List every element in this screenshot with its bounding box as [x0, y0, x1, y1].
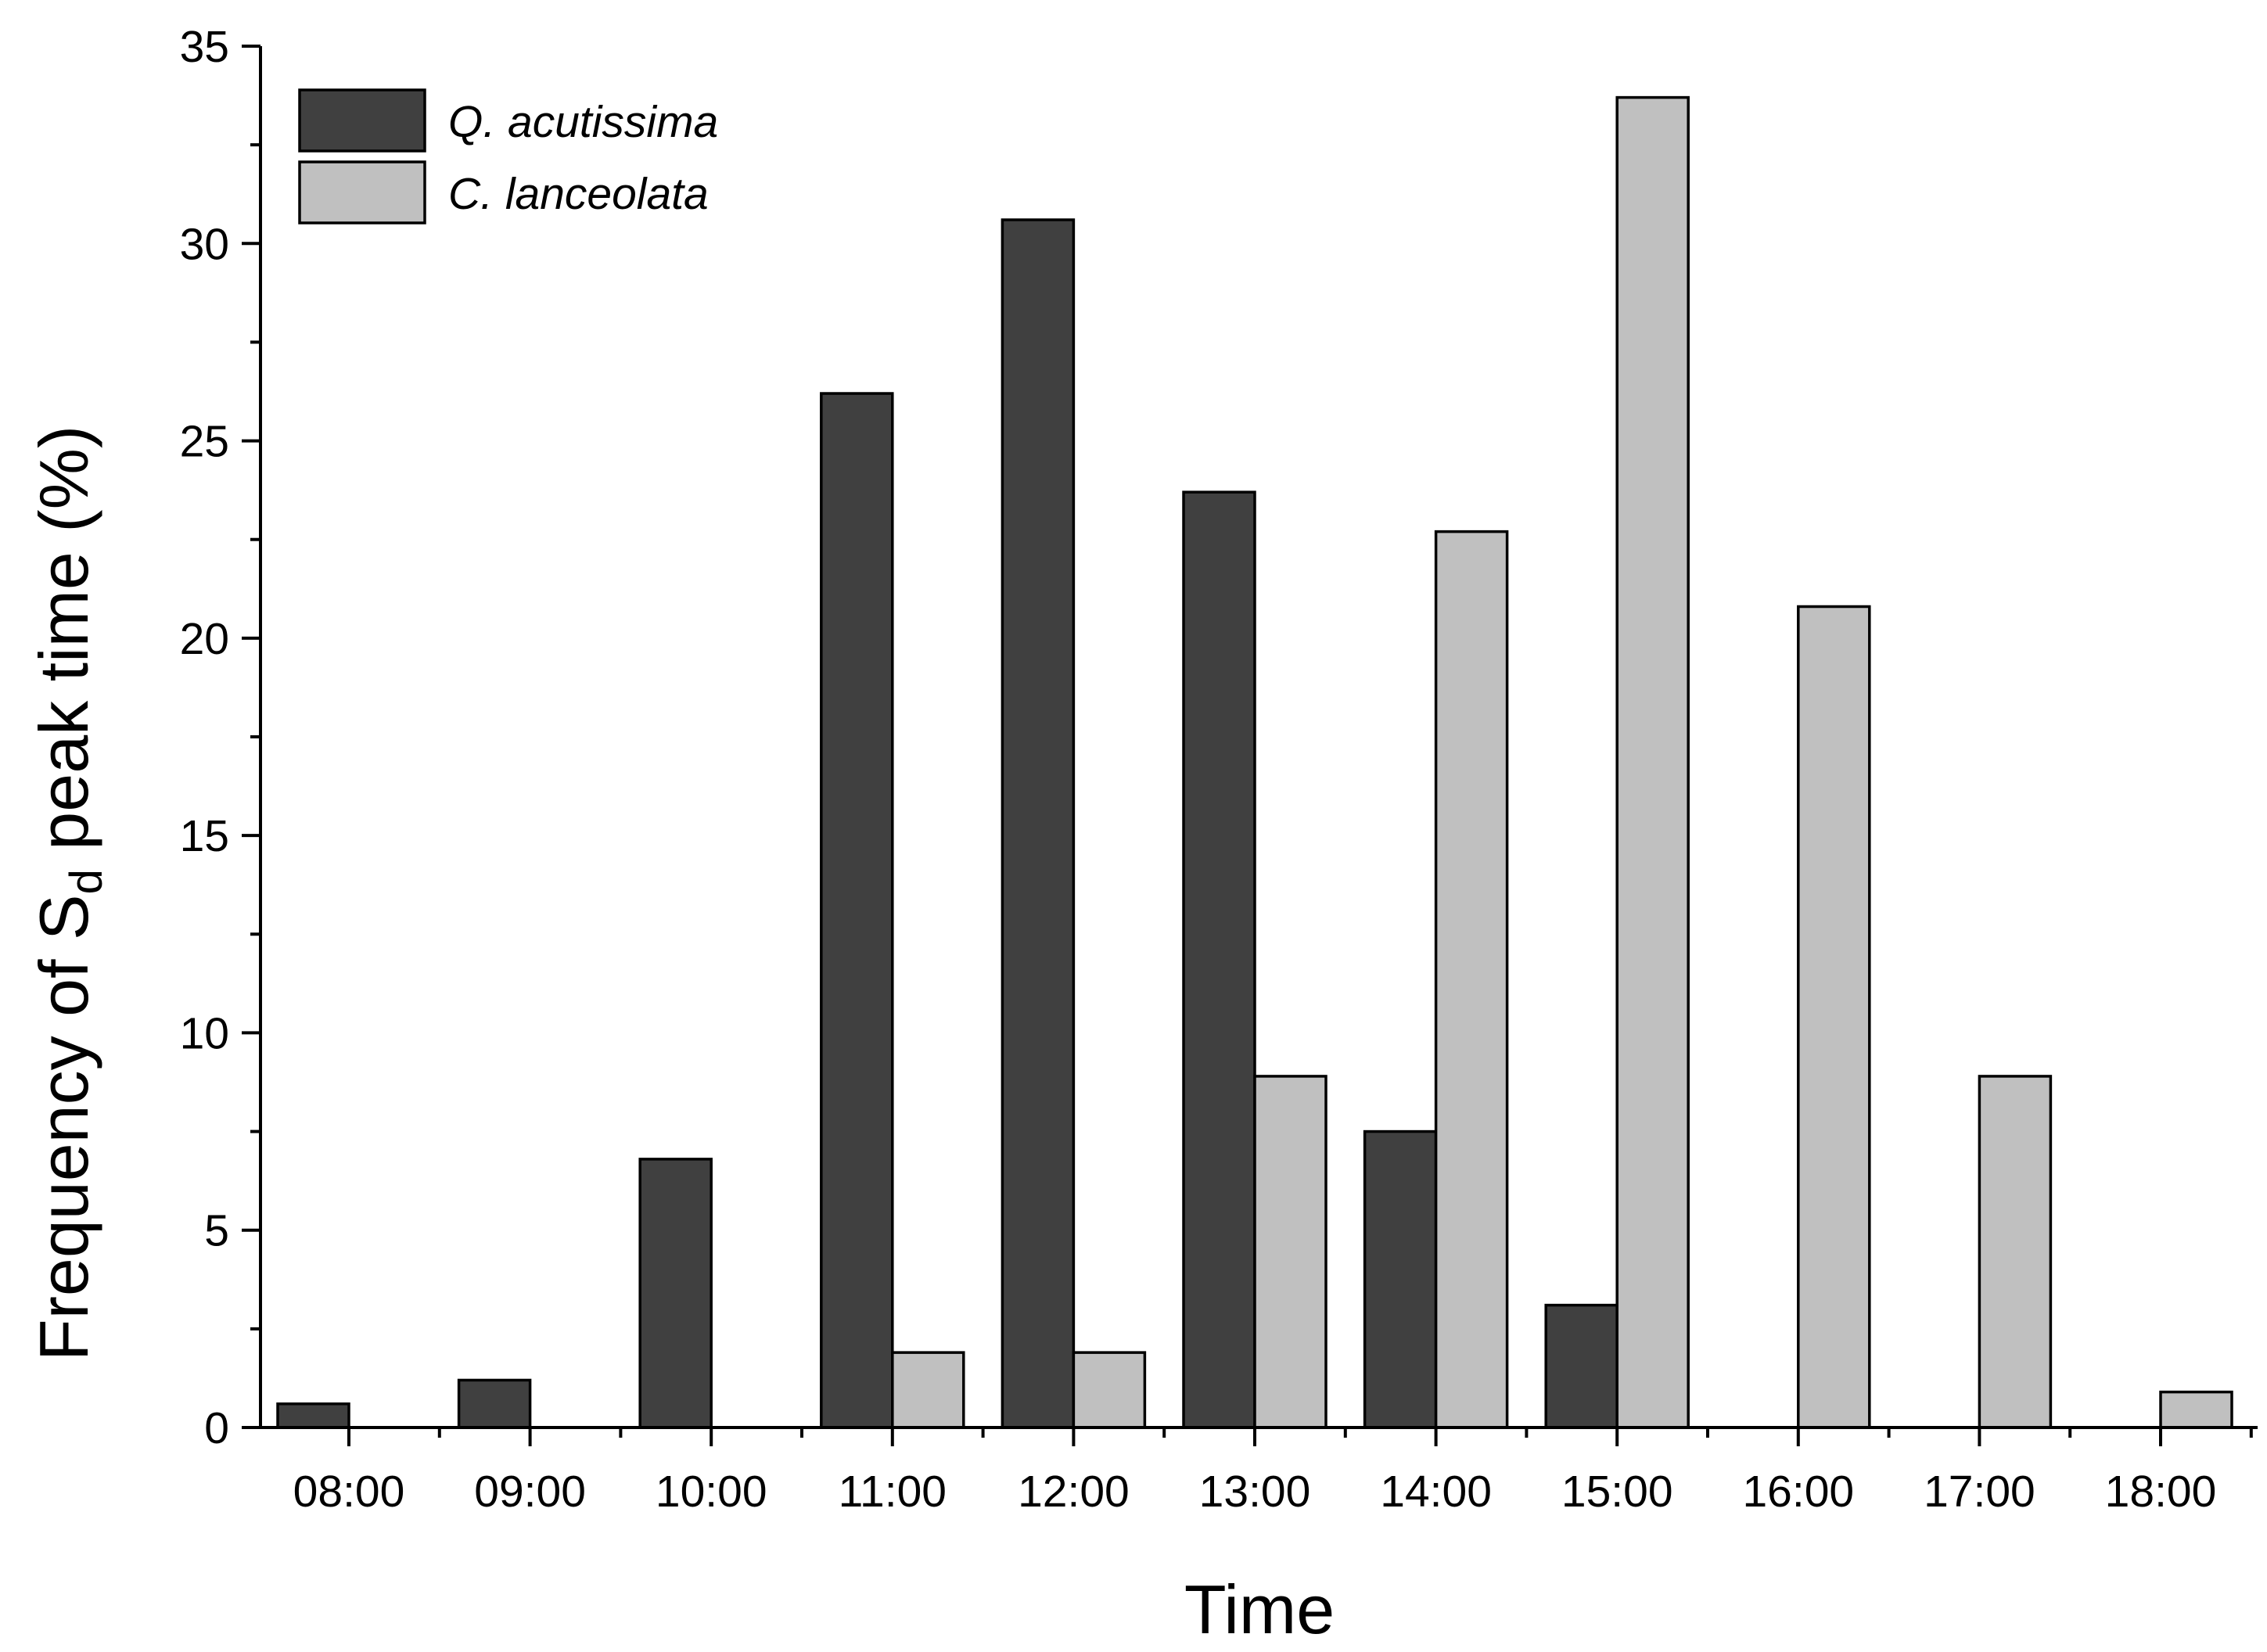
x-tick-label: 16:00 [1742, 1467, 1854, 1517]
y-tick-label: 0 [204, 1403, 229, 1453]
bar-q-acutissima-11:00 [820, 392, 894, 1429]
y-tick-label: 5 [204, 1206, 229, 1256]
bar-c-lanceolata-11:00 [891, 1351, 965, 1429]
bar-q-acutissima-13:00 [1182, 490, 1256, 1429]
bar-q-acutissima-10:00 [638, 1158, 713, 1429]
y-tick-label: 20 [180, 614, 229, 664]
x-tick-label: 12:00 [1018, 1467, 1130, 1517]
bar-q-acutissima-14:00 [1363, 1129, 1438, 1429]
x-axis-title: Time [1184, 1571, 1335, 1648]
legend-swatch-c-lanceolata [298, 160, 426, 224]
bar-c-lanceolata-14:00 [1434, 530, 1509, 1429]
bar-q-acutissima-12:00 [1001, 218, 1076, 1429]
x-tick-label: 17:00 [1924, 1467, 2035, 1517]
y-tick-label: 30 [180, 219, 229, 269]
legend-swatch-q-acutissima [298, 88, 426, 153]
y-axis-title-subscript: d [61, 869, 112, 894]
y-tick-label: 35 [180, 22, 229, 72]
x-tick-label: 11:00 [839, 1467, 947, 1517]
bar-c-lanceolata-16:00 [1797, 605, 1871, 1429]
bar-c-lanceolata-12:00 [1072, 1351, 1147, 1429]
y-tick-label: 10 [180, 1008, 229, 1058]
y-axis-title-prefix: Frequency of S [25, 894, 102, 1361]
bar-q-acutissima-08:00 [276, 1402, 350, 1429]
bar-c-lanceolata-18:00 [2159, 1390, 2233, 1429]
bar-c-lanceolata-13:00 [1253, 1075, 1328, 1429]
bar-q-acutissima-09:00 [457, 1378, 532, 1429]
x-tick-label: 15:00 [1561, 1467, 1673, 1517]
y-tick-label: 25 [180, 417, 229, 467]
y-axis-title-suffix: peak time (%) [25, 426, 102, 869]
legend-label-c-lanceolata: C. lanceolata [448, 169, 709, 219]
y-axis-title: Frequency of Sd peak time (%) [25, 426, 112, 1361]
bar-c-lanceolata-15:00 [1615, 95, 1690, 1429]
legend: Q. acutissima C. lanceolata [298, 88, 718, 224]
y-ticks-group: 0 5 10 15 20 25 30 35 [180, 22, 260, 1453]
x-tick-label: 08:00 [293, 1467, 405, 1517]
x-tick-label: 13:00 [1199, 1467, 1311, 1517]
x-tick-label: 14:00 [1380, 1467, 1492, 1517]
bar-q-acutissima-15:00 [1544, 1303, 1619, 1429]
legend-label-q-acutissima: Q. acutissima [448, 97, 718, 147]
bar-c-lanceolata-17:00 [1978, 1075, 2053, 1429]
x-tick-label: 09:00 [474, 1467, 586, 1517]
x-ticks-group: 08:00 09:00 10:00 11:00 12:00 13:00 14:00 15:00… [293, 1428, 2253, 1517]
bars-group [276, 95, 2233, 1429]
x-tick-label: 10:00 [656, 1467, 767, 1517]
x-tick-label: 18:00 [2105, 1467, 2217, 1517]
y-tick-label: 15 [180, 811, 229, 861]
